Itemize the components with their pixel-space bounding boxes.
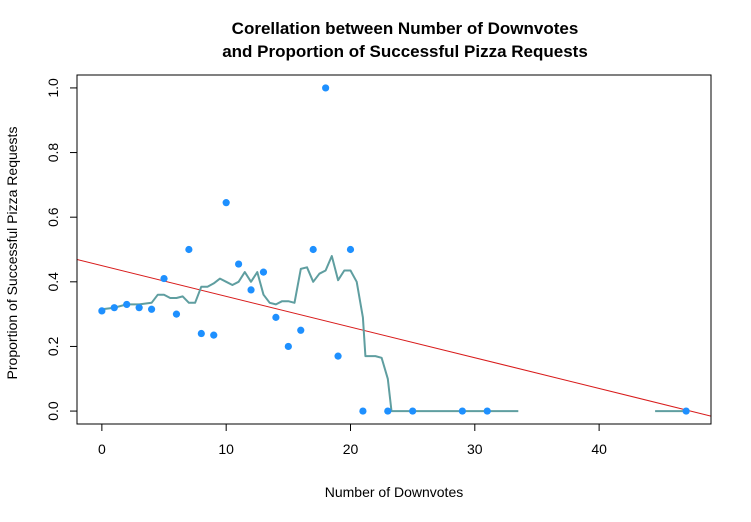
- plot-area-border: [76, 74, 712, 425]
- x-axis-label: Number of Downvotes: [325, 484, 464, 500]
- data-point: [160, 274, 168, 283]
- x-tick-label: 20: [343, 441, 359, 457]
- chart-title-line2: and Proportion of Successful Pizza Reque…: [222, 42, 588, 61]
- x-tick-label: 40: [591, 441, 607, 457]
- y-tick-label: 0.8: [45, 143, 61, 163]
- data-point: [135, 304, 143, 312]
- y-axis: 0.0 0.2 0.4 0.6 0.8 1.0: [45, 78, 78, 421]
- data-point: [297, 326, 305, 334]
- x-axis: 0 10 20 30 40: [98, 423, 607, 457]
- data-point: [359, 407, 367, 415]
- data-point: [123, 300, 131, 309]
- data-point: [409, 407, 417, 415]
- y-tick-label: 0.2: [45, 337, 61, 357]
- regression-line: [77, 259, 711, 417]
- smooth-line-segment-0: [101, 255, 519, 413]
- data-point: [272, 313, 280, 321]
- x-tick-label: 10: [218, 441, 234, 457]
- x-tick-label: 0: [98, 441, 106, 457]
- y-tick-label: 0.4: [45, 272, 61, 292]
- data-point: [483, 407, 491, 415]
- data-point: [309, 245, 317, 254]
- data-point: [284, 342, 292, 351]
- data-point: [346, 245, 355, 254]
- data-point: [147, 305, 156, 313]
- x-tick-label: 30: [467, 441, 483, 457]
- data-point: [259, 268, 268, 276]
- data-point: [235, 260, 243, 268]
- data-point: [334, 352, 342, 360]
- data-point: [98, 307, 106, 315]
- data-point: [458, 407, 466, 415]
- y-tick-label: 0.6: [45, 207, 61, 227]
- y-axis-label: Proportion of Successful Pizza Requests: [4, 127, 20, 380]
- chart-title-line1: Corellation between Number of Downvotes: [232, 19, 579, 38]
- data-point: [172, 310, 181, 318]
- data-point: [384, 407, 392, 415]
- data-point: [185, 245, 193, 254]
- data-point: [247, 286, 255, 294]
- data-point: [222, 199, 230, 207]
- y-tick-label: 0.0: [45, 401, 61, 421]
- data-point: [682, 407, 690, 415]
- data-point: [322, 84, 330, 92]
- data-point: [197, 329, 205, 338]
- data-point: [110, 304, 118, 312]
- data-point: [210, 331, 218, 339]
- y-tick-label: 1.0: [45, 78, 61, 98]
